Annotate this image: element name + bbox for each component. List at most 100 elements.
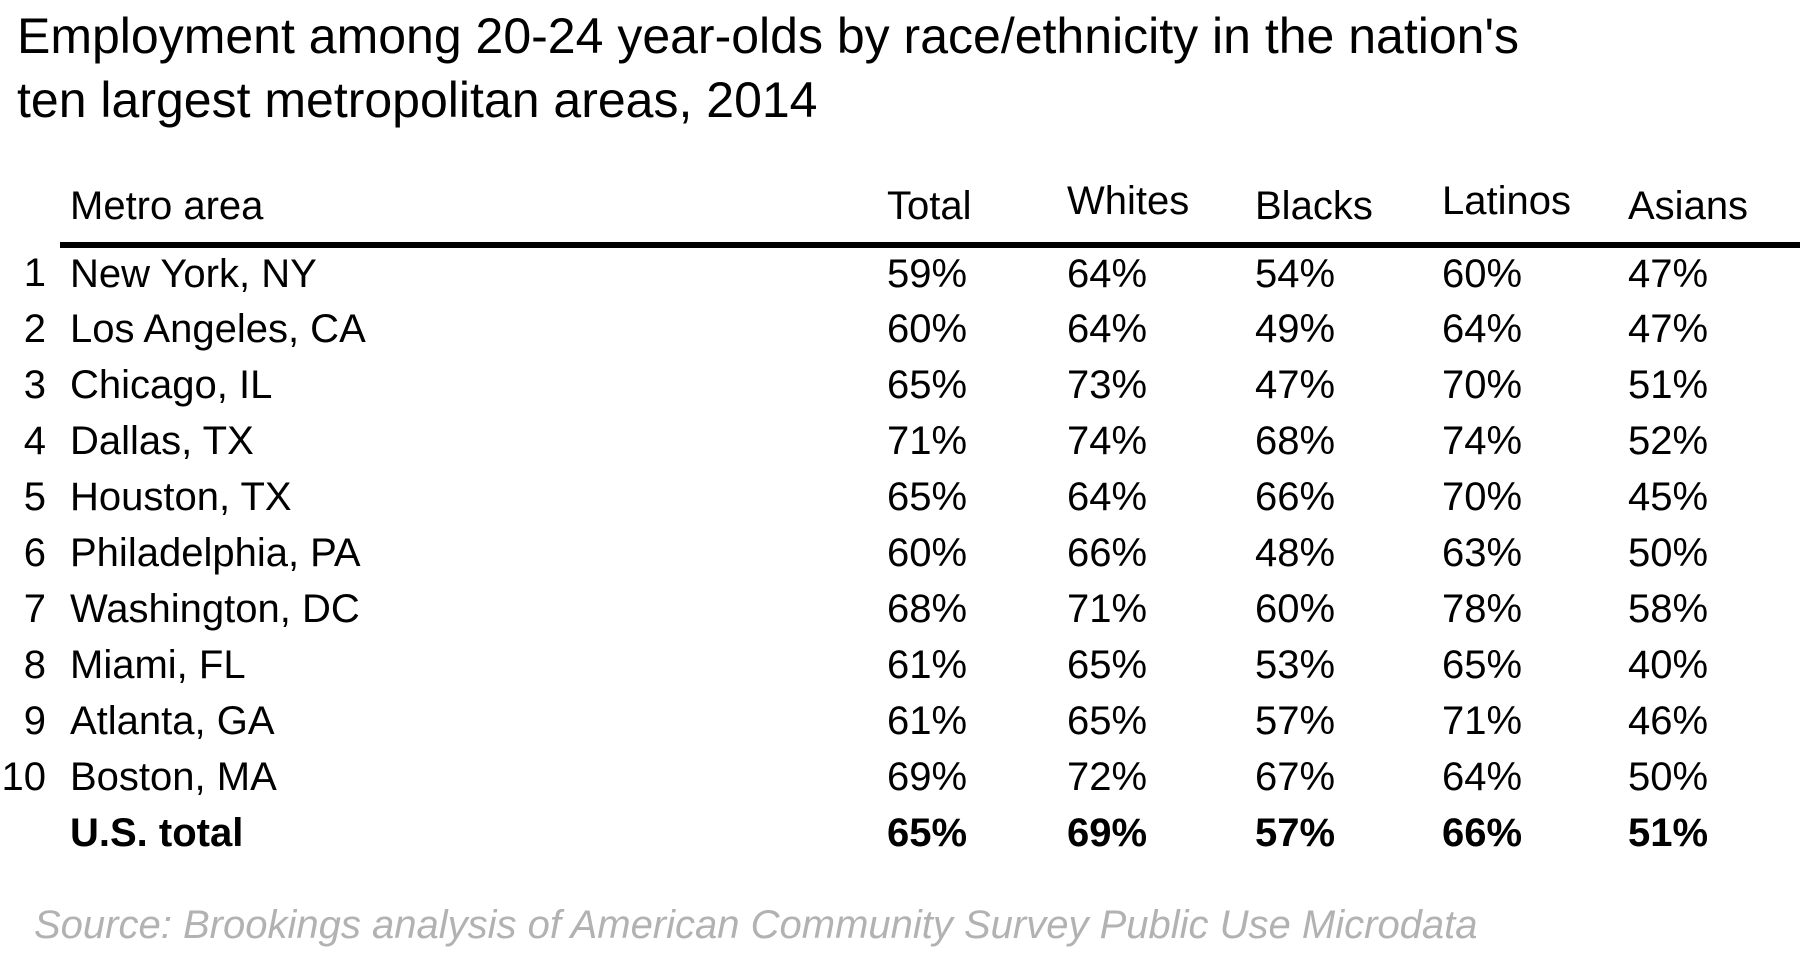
column-header-asians: Asians [1628, 170, 1800, 248]
rank-cell: 7 [23, 586, 46, 631]
total-cell: 61% [887, 698, 968, 743]
total-cell: 65% [887, 810, 968, 855]
rank-column-header [0, 170, 60, 245]
rank-cell [0, 805, 60, 861]
blacks-cell: 49% [1255, 306, 1336, 351]
blacks-cell: 54% [1255, 252, 1336, 296]
blacks-cell: 47% [1255, 362, 1336, 407]
total-cell: 68% [887, 586, 968, 631]
metro-cell: Atlanta, GA [70, 698, 275, 743]
metro-cell: U.S. total [70, 810, 244, 855]
whites-cell: 73% [1067, 362, 1148, 407]
column-header-whites: Whites [1067, 170, 1255, 248]
rank-cell: 6 [23, 530, 46, 575]
whites-cell: 71% [1067, 586, 1148, 631]
table-row: 10 Boston, MA 69% 72% 67% 64% 50% [0, 749, 1800, 805]
whites-cell: 66% [1067, 530, 1148, 575]
table-row: 2 Los Angeles, CA 60% 64% 49% 64% 47% [0, 301, 1800, 357]
table-row: 7 Washington, DC 68% 71% 60% 78% 58% [0, 581, 1800, 637]
rank-cell: 1 [23, 250, 46, 295]
asians-cell: 51% [1628, 810, 1709, 855]
latinos-cell: 64% [1442, 754, 1523, 799]
asians-cell: 50% [1628, 530, 1709, 575]
blacks-cell: 60% [1255, 586, 1336, 631]
whites-cell: 69% [1067, 810, 1148, 855]
whites-cell: 65% [1067, 698, 1148, 743]
total-cell: 69% [887, 754, 968, 799]
asians-cell: 47% [1628, 306, 1709, 351]
total-cell: 60% [887, 530, 968, 575]
metro-cell: Houston, TX [70, 474, 292, 519]
whites-cell: 65% [1067, 642, 1148, 687]
chart-title: Employment among 20-24 year-olds by race… [17, 4, 1519, 132]
asians-cell: 45% [1628, 474, 1709, 519]
blacks-cell: 57% [1255, 810, 1336, 855]
asians-cell: 40% [1628, 642, 1709, 687]
column-header-total: Total [887, 170, 1067, 248]
latinos-cell: 70% [1442, 474, 1523, 519]
asians-cell: 52% [1628, 418, 1709, 463]
rank-cell: 4 [23, 418, 46, 463]
table-row: 6 Philadelphia, PA 60% 66% 48% 63% 50% [0, 525, 1800, 581]
column-header-latinos-label: Latinos [1442, 179, 1571, 223]
column-header-metro-area-label: Metro area [70, 184, 264, 228]
rank-cell: 10 [1, 754, 47, 799]
blacks-cell: 57% [1255, 698, 1336, 743]
column-header-total-label: Total [887, 184, 972, 228]
source-note: Source: Brookings analysis of American C… [34, 903, 1478, 947]
blacks-cell: 53% [1255, 642, 1336, 687]
chart-title-line-2: ten largest metropolitan areas, 2014 [17, 72, 818, 128]
rank-cell: 3 [23, 362, 46, 407]
table-row: 9 Atlanta, GA 61% 65% 57% 71% 46% [0, 693, 1800, 749]
whites-cell: 64% [1067, 306, 1148, 351]
metro-cell: Chicago, IL [70, 362, 273, 407]
table-row: 1 New York, NY 59% 64% 54% 60% 47% [0, 245, 1800, 301]
metro-cell: Boston, MA [70, 754, 277, 799]
latinos-cell: 66% [1442, 810, 1523, 855]
asians-cell: 47% [1628, 252, 1709, 296]
asians-cell: 50% [1628, 754, 1709, 799]
table-row: 5 Houston, TX 65% 64% 66% 70% 45% [0, 469, 1800, 525]
latinos-cell: 70% [1442, 362, 1523, 407]
latinos-cell: 74% [1442, 418, 1523, 463]
total-cell: 71% [887, 418, 968, 463]
total-cell: 65% [887, 362, 968, 407]
metro-cell: Dallas, TX [70, 418, 254, 463]
table-row: 8 Miami, FL 61% 65% 53% 65% 40% [0, 637, 1800, 693]
us-total-row: U.S. total 65% 69% 57% 66% 51% [0, 805, 1800, 861]
whites-cell: 72% [1067, 754, 1148, 799]
column-header-blacks: Blacks [1255, 170, 1442, 248]
table-row: 4 Dallas, TX 71% 74% 68% 74% 52% [0, 413, 1800, 469]
table-header-row: Metro area Total Whites Blacks Latinos A… [0, 170, 1800, 248]
metro-cell: New York, NY [70, 252, 317, 296]
latinos-cell: 78% [1442, 586, 1523, 631]
latinos-cell: 71% [1442, 698, 1523, 743]
asians-cell: 46% [1628, 698, 1709, 743]
rank-cell: 2 [23, 306, 46, 351]
total-cell: 65% [887, 474, 968, 519]
employment-table: Metro area Total Whites Blacks Latinos A… [0, 170, 1800, 861]
latinos-cell: 60% [1442, 252, 1523, 296]
total-cell: 61% [887, 642, 968, 687]
rank-cell: 8 [23, 642, 46, 687]
table-row: 3 Chicago, IL 65% 73% 47% 70% 51% [0, 357, 1800, 413]
column-header-whites-label: Whites [1067, 179, 1190, 223]
rank-cell: 5 [23, 474, 46, 519]
column-header-latinos: Latinos [1442, 170, 1628, 248]
total-cell: 60% [887, 306, 968, 351]
blacks-cell: 48% [1255, 530, 1336, 575]
metro-cell: Los Angeles, CA [70, 306, 366, 351]
metro-cell: Philadelphia, PA [70, 530, 361, 575]
asians-cell: 51% [1628, 362, 1709, 407]
column-header-blacks-label: Blacks [1255, 184, 1373, 228]
asians-cell: 58% [1628, 586, 1709, 631]
column-header-metro-area: Metro area [60, 170, 887, 248]
chart-title-line-1: Employment among 20-24 year-olds by race… [17, 8, 1520, 64]
metro-cell: Miami, FL [70, 642, 246, 687]
metro-cell: Washington, DC [70, 586, 360, 631]
blacks-cell: 66% [1255, 474, 1336, 519]
whites-cell: 74% [1067, 418, 1148, 463]
latinos-cell: 64% [1442, 306, 1523, 351]
whites-cell: 64% [1067, 252, 1148, 296]
rank-cell: 9 [23, 698, 46, 743]
